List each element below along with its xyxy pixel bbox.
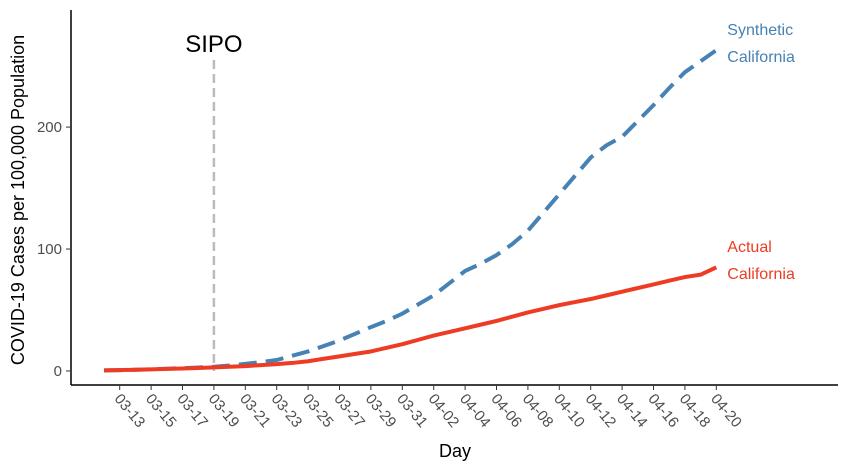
x-tick-label: 04-04	[456, 391, 494, 431]
series-label: Actual California	[727, 239, 795, 284]
x-tick-label: 04-20	[707, 391, 745, 431]
x-tick-label: 03-13	[111, 391, 149, 431]
x-tick-label: 04-14	[613, 391, 651, 431]
x-tick-label: 04-08	[519, 391, 557, 431]
x-axis-title: Day	[439, 441, 471, 461]
x-tick-label: 03-27	[330, 391, 368, 431]
y-tick-label: 0	[54, 363, 62, 380]
series-line	[103, 48, 718, 373]
x-tick-label: 03-17	[173, 391, 211, 431]
annotation: SIPO	[185, 31, 242, 58]
x-tick-label: 03-15	[142, 391, 180, 431]
y-tick-label: 100	[37, 241, 62, 258]
series-label: Synthetic California	[727, 22, 795, 67]
y-tick-label: 200	[37, 119, 62, 136]
series-line	[103, 265, 718, 373]
x-tick-label: 04-12	[582, 391, 620, 431]
x-tick-label: 03-31	[393, 391, 431, 431]
x-tick-label: 03-25	[299, 391, 337, 431]
x-tick-label: 03-23	[268, 391, 306, 431]
x-tick-label: 04-10	[550, 391, 588, 431]
x-tick-label: 04-18	[676, 391, 714, 431]
x-tick-label: 03-19	[205, 391, 243, 431]
x-tick-label: 03-29	[362, 391, 400, 431]
y-axis-title: COVID-19 Cases per 100,000 Population	[8, 35, 28, 365]
x-tick-label: 03-21	[236, 391, 274, 431]
x-tick-label: 04-06	[487, 391, 525, 431]
x-tick-label: 04-16	[644, 391, 682, 431]
x-tick-label: 04-02	[425, 391, 463, 431]
